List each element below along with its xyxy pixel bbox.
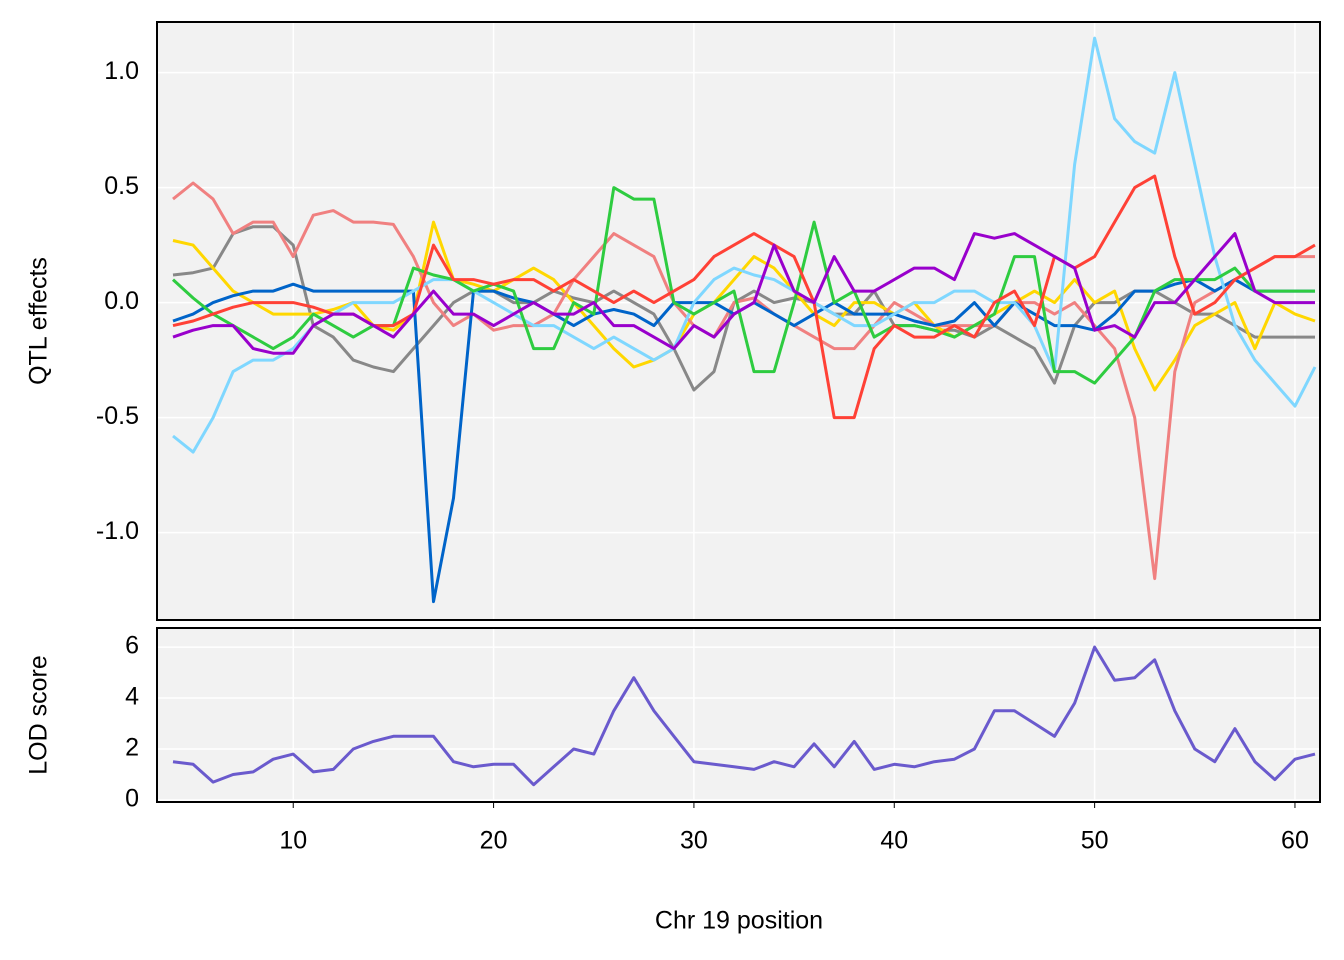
series-line [171, 186, 1315, 385]
series-line [172, 220, 1316, 392]
series-line [172, 36, 1317, 454]
x-tick-label: 30 [680, 827, 708, 855]
y-tick-label: 1.0 [104, 57, 139, 85]
y-tick-label: 2 [125, 734, 139, 762]
y-tick-label: 0 [125, 785, 139, 813]
x-tick-label: 60 [1281, 827, 1309, 855]
y-tick-label: 0.0 [104, 287, 139, 315]
y-axis-label: QTL effects [25, 257, 53, 385]
x-tick-label: 20 [480, 827, 508, 855]
plot-background [157, 628, 1320, 802]
y-tick-label: 6 [125, 632, 139, 660]
y-axis-label: LOD score [25, 655, 53, 774]
series-line [172, 645, 1316, 787]
y-tick-label: -0.5 [96, 402, 139, 430]
series-line [172, 225, 1315, 392]
series-line [172, 232, 1315, 355]
y-tick-label: -1.0 [96, 517, 139, 545]
plot-frame [156, 627, 1321, 803]
x-tick-label: 10 [279, 827, 307, 855]
x-tick-label: 40 [880, 827, 908, 855]
plot-frame [156, 21, 1321, 621]
x-axis-label: Chr 19 position [655, 907, 823, 935]
y-tick-label: 4 [125, 683, 139, 711]
series-line [172, 181, 1315, 581]
x-tick-label: 50 [1081, 827, 1109, 855]
y-tick-label: 0.5 [104, 172, 139, 200]
